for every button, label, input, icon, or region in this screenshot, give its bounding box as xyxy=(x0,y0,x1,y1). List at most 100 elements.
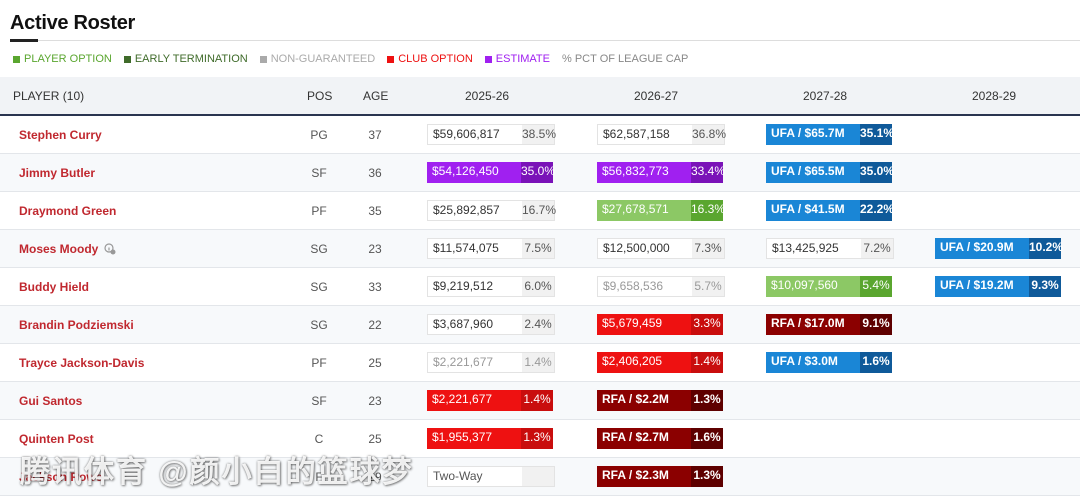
player-name-link[interactable]: Stephen Curry xyxy=(19,128,102,142)
salary-amount: $2,406,205 xyxy=(597,352,691,373)
header-player[interactable]: PLAYER (10) xyxy=(13,89,85,103)
watermark: 腾讯体育 @颜小白的篮球梦 xyxy=(20,456,414,489)
salary-cell-y3[interactable]: $13,425,925 7.2% xyxy=(766,238,894,259)
salary-cell-y1[interactable]: $11,574,075 7.5% xyxy=(427,238,555,259)
salary-amount: $5,679,459 xyxy=(597,314,691,335)
title-underline xyxy=(10,39,38,42)
player-age: 23 xyxy=(368,242,382,256)
cap-percentage: 16.3% xyxy=(691,200,725,221)
player-age: 25 xyxy=(368,432,382,446)
salary-cell-y2[interactable]: $62,587,158 36.8% xyxy=(597,124,726,145)
salary-cell-y3[interactable]: RFA / $17.0M 9.1% xyxy=(766,314,892,335)
salary-cell-y1[interactable]: $2,221,677 1.4% xyxy=(427,352,555,373)
header-2026-27[interactable]: 2026-27 xyxy=(634,89,679,103)
header-age[interactable]: AGE xyxy=(363,89,389,103)
salary-cell-y1[interactable]: $2,221,677 1.4% xyxy=(427,390,553,411)
salary-amount: $2,221,677 xyxy=(427,390,521,411)
salary-cell-y2[interactable]: $27,678,571 16.3% xyxy=(597,200,725,221)
header-2025-26[interactable]: 2025-26 xyxy=(465,89,510,103)
salary-cell-y4[interactable]: UFA / $20.9M 10.2% xyxy=(935,238,1063,259)
cap-percentage: 1.3% xyxy=(521,428,553,449)
salary-cell-y4[interactable]: UFA / $19.2M 9.3% xyxy=(935,276,1061,297)
salary-amount: UFA / $20.9M xyxy=(935,238,1029,259)
player-age: 25 xyxy=(368,356,382,370)
cap-percentage: 36.8% xyxy=(692,125,726,144)
cap-percentage: 1.4% xyxy=(521,390,553,411)
legend-swatch xyxy=(259,55,267,63)
player-position: SF xyxy=(311,166,327,180)
salary-cell-y2[interactable]: $5,679,459 3.3% xyxy=(597,314,723,335)
header-2027-28[interactable]: 2027-28 xyxy=(803,89,848,103)
cap-percentage: 9.3% xyxy=(1029,276,1061,297)
cap-percentage: 16.7% xyxy=(522,201,556,220)
player-name-link[interactable]: Moses Moody xyxy=(19,242,116,256)
salary-amount: Two-Way xyxy=(428,467,522,486)
salary-cell-y1[interactable]: $54,126,450 35.0% xyxy=(427,162,555,183)
table-row: Gui Santos SF 23 $2,221,677 1.4% RFA / $2.2M 1… xyxy=(0,382,1080,420)
salary-cell-y1[interactable]: $9,219,512 6.0% xyxy=(427,276,555,297)
salary-cell-y2[interactable]: RFA / $2.7M 1.6% xyxy=(597,428,723,449)
header-pos[interactable]: POS xyxy=(307,89,333,103)
salary-amount: $27,678,571 xyxy=(597,200,691,221)
player-age: 23 xyxy=(368,394,382,408)
salary-cell-y1[interactable]: $3,687,960 2.4% xyxy=(427,314,555,335)
player-name-link[interactable]: Quinten Post xyxy=(19,432,94,446)
salary-amount: RFA / $17.0M xyxy=(766,314,860,335)
salary-amount: UFA / $3.0M xyxy=(766,352,860,373)
salary-cell-y2[interactable]: $12,500,000 7.3% xyxy=(597,238,725,259)
salary-amount: $11,574,075 xyxy=(428,239,522,258)
salary-amount: $2,221,677 xyxy=(428,353,522,372)
player-age: 35 xyxy=(368,204,382,218)
player-name: Jimmy Butler xyxy=(19,166,96,180)
cap-percentage: 1.3% xyxy=(691,466,723,487)
salary-cell-y1[interactable]: $1,955,377 1.3% xyxy=(427,428,553,449)
table-row: Quinten Post C 25 $1,955,377 1.3% RFA / $2.7M… xyxy=(0,420,1080,458)
table-row: Jimmy Butler SF 36 $54,126,450 35.0% $56,832,… xyxy=(0,154,1080,192)
info-icon[interactable] xyxy=(104,243,116,255)
legend-swatch xyxy=(387,55,395,63)
cap-percentage: 5.4% xyxy=(860,276,892,297)
header-2028-29[interactable]: 2028-29 xyxy=(972,89,1017,103)
cap-percentage xyxy=(522,467,554,486)
cap-percentage: 5.7% xyxy=(692,277,724,296)
salary-cell-y2[interactable]: $56,832,773 33.4% xyxy=(597,162,725,183)
salary-amount: $9,219,512 xyxy=(428,277,522,296)
legend-label: % PCT OF LEAGUE CAP xyxy=(562,53,689,65)
player-name-link[interactable]: Buddy Hield xyxy=(19,280,89,294)
salary-cell-y2[interactable]: RFA / $2.3M 1.3% xyxy=(597,466,723,487)
player-age: 33 xyxy=(368,280,382,294)
legend-item: EARLY TERMINATION xyxy=(123,53,248,65)
cap-percentage: 1.6% xyxy=(860,352,892,373)
legend-label: ESTIMATE xyxy=(495,53,550,65)
legend-label: NON-GUARANTEED xyxy=(270,53,376,65)
salary-cell-y1[interactable]: Two-Way xyxy=(427,466,555,487)
player-name-link[interactable]: Draymond Green xyxy=(19,204,116,218)
salary-amount: $25,892,857 xyxy=(428,201,522,220)
player-name-link[interactable]: Jimmy Butler xyxy=(19,166,95,180)
salary-cell-y1[interactable]: $59,606,817 38.5% xyxy=(427,124,556,145)
salary-amount: $54,126,450 xyxy=(427,162,521,183)
salary-cell-y2[interactable]: $9,658,536 5.7% xyxy=(597,276,725,297)
salary-cell-y1[interactable]: $25,892,857 16.7% xyxy=(427,200,556,221)
legend-item: PLAYER OPTION xyxy=(13,53,112,65)
cap-percentage: 22.2% xyxy=(860,200,894,221)
player-position: PF xyxy=(311,204,327,218)
salary-cell-y2[interactable]: RFA / $2.2M 1.3% xyxy=(597,390,723,411)
salary-cell-y3[interactable]: $10,097,560 5.4% xyxy=(766,276,892,297)
legend-label: PLAYER OPTION xyxy=(24,53,112,65)
salary-cell-y3[interactable]: UFA / $41.5M 22.2% xyxy=(766,200,894,221)
player-name-link[interactable]: Trayce Jackson-Davis xyxy=(19,356,144,370)
salary-cell-y2[interactable]: $2,406,205 1.4% xyxy=(597,352,723,373)
salary-cell-y3[interactable]: UFA / $65.5M 35.0% xyxy=(766,162,894,183)
player-name: Stephen Curry xyxy=(19,128,102,142)
salary-cell-y3[interactable]: UFA / $65.7M 35.1% xyxy=(766,124,894,145)
player-name-link[interactable]: Jackson Rowe xyxy=(19,470,102,484)
player-name-link[interactable]: Gui Santos xyxy=(19,394,82,408)
cap-percentage: 35.0% xyxy=(521,162,555,183)
cap-percentage: 3.3% xyxy=(691,314,723,335)
legend: PLAYER OPTION EARLY TERMINATION NON-GUARAN… xyxy=(13,53,688,65)
player-name-link[interactable]: Brandin Podziemski xyxy=(19,318,134,332)
player-name: Jackson Rowe xyxy=(19,470,103,484)
salary-cell-y3[interactable]: UFA / $3.0M 1.6% xyxy=(766,352,892,373)
player-age: 37 xyxy=(368,128,382,142)
